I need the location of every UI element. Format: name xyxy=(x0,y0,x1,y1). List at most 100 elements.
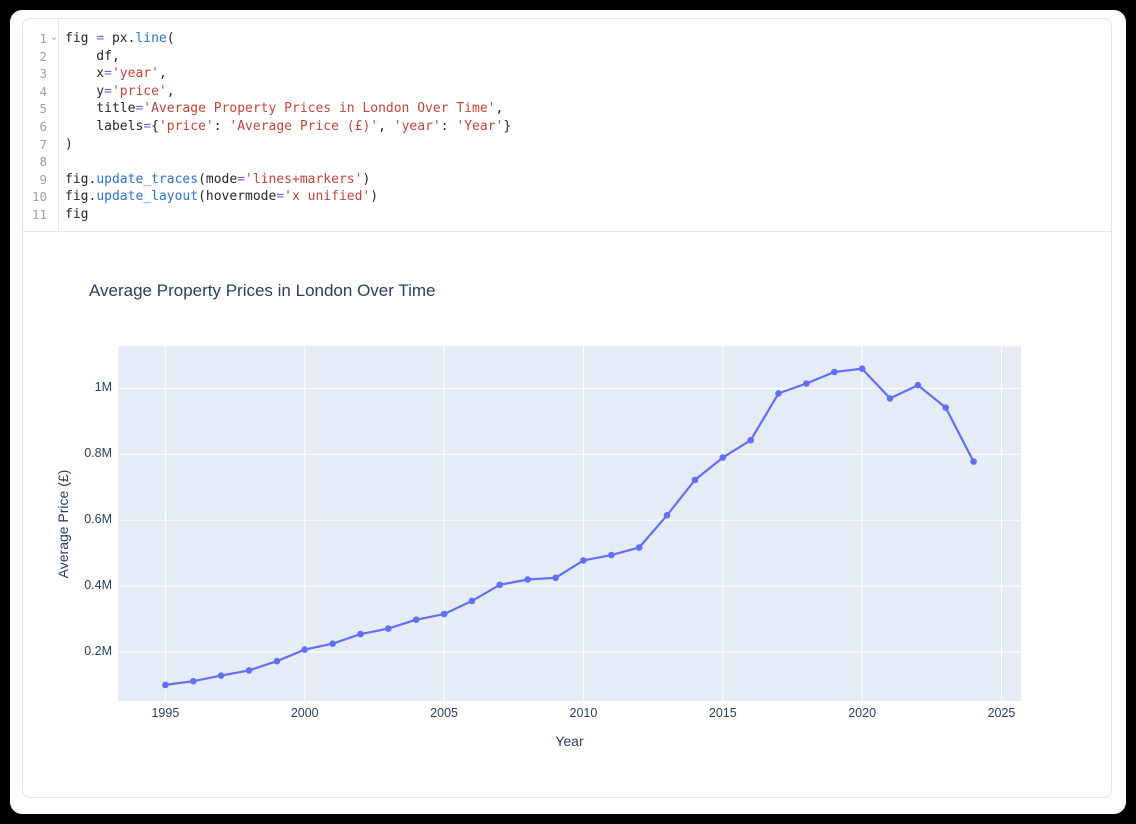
line-number: 8 xyxy=(39,154,47,170)
data-point-2011[interactable] xyxy=(608,551,615,559)
code-cell: 1 2 3 4 5 6 7 8 9 10 11 ⌄ fig = px.line( df, x='ye… xyxy=(22,18,1112,798)
data-point-2005[interactable] xyxy=(440,610,448,618)
data-point-2018[interactable] xyxy=(803,380,810,387)
code-token: = xyxy=(276,189,285,205)
code-token: = xyxy=(135,101,144,117)
code-token: line xyxy=(135,31,167,46)
x-tick-label: 2010 xyxy=(569,706,598,720)
code-line[interactable] xyxy=(65,153,1107,171)
code-line[interactable]: title='Average Property Prices in London… xyxy=(65,100,1107,118)
code-token: , xyxy=(166,83,175,99)
code-line[interactable]: fig.update_layout(hovermode='x unified') xyxy=(65,188,1107,206)
code-token: , xyxy=(495,101,504,117)
code-line[interactable]: y='price', xyxy=(65,83,1107,101)
data-point-2000[interactable] xyxy=(301,646,308,653)
data-point-2014[interactable] xyxy=(691,476,699,484)
code-token: 'lines+markers' xyxy=(245,171,363,187)
data-point-2010[interactable] xyxy=(580,557,587,564)
code-token: df, xyxy=(65,48,120,64)
data-point-2012[interactable] xyxy=(635,544,643,551)
code-token: y xyxy=(65,83,105,99)
code-token: , xyxy=(158,66,167,82)
x-tick-label: 2000 xyxy=(290,706,319,720)
y-axis-title: Average Price (£) xyxy=(55,469,71,579)
code-token: } xyxy=(503,118,512,134)
line-number: 2 xyxy=(39,48,47,64)
code-editor[interactable]: 1 2 3 4 5 6 7 8 9 10 11 ⌄ fig = px.line( df, x='ye… xyxy=(23,19,1111,232)
code-token: (mode xyxy=(198,171,238,187)
y-tick-label: 0.2M xyxy=(84,643,112,658)
code-token: 'x unified' xyxy=(284,189,371,205)
data-point-2019[interactable] xyxy=(831,368,838,376)
data-point-2007[interactable] xyxy=(496,581,504,589)
x-tick-label: 2020 xyxy=(848,706,877,720)
code-token: ) xyxy=(370,189,379,205)
data-point-2016[interactable] xyxy=(747,436,754,444)
code-token: = xyxy=(96,31,105,46)
data-point-2013[interactable] xyxy=(663,512,671,519)
data-point-2023[interactable] xyxy=(942,404,949,411)
data-point-2020[interactable] xyxy=(858,365,866,372)
notebook-page: 1 2 3 4 5 6 7 8 9 10 11 ⌄ fig = px.line( df, x='ye… xyxy=(10,10,1126,814)
data-point-2004[interactable] xyxy=(412,616,420,623)
code-token: fig. xyxy=(65,171,97,187)
code-token: update_layout xyxy=(96,189,199,205)
data-point-2002[interactable] xyxy=(357,630,364,638)
code-token: ) xyxy=(65,136,73,152)
line-number-gutter: 1 2 3 4 5 6 7 8 9 10 11 xyxy=(23,19,59,231)
code-line[interactable]: x='year', xyxy=(65,65,1107,83)
code-token: : xyxy=(440,118,457,134)
code-token: : xyxy=(213,118,230,134)
data-point-2022[interactable] xyxy=(914,381,922,389)
code-token: x xyxy=(65,66,105,82)
code-line[interactable]: fig = px.line( xyxy=(65,30,1107,48)
code-token: 'year' xyxy=(111,66,159,82)
code-token: = xyxy=(104,83,112,99)
code-token: 'price' xyxy=(111,83,167,99)
line-number: 6 xyxy=(39,118,47,134)
data-point-2021[interactable] xyxy=(886,395,894,402)
data-point-2008[interactable] xyxy=(524,576,531,583)
data-point-2001[interactable] xyxy=(329,640,336,647)
fold-chevron-icon[interactable]: ⌄ xyxy=(49,32,59,43)
code-token: 'Average Price (£)' xyxy=(229,118,379,134)
line-number: 3 xyxy=(39,66,47,82)
data-point-1997[interactable] xyxy=(217,672,225,679)
data-point-2006[interactable] xyxy=(468,597,476,605)
code-token: ( xyxy=(166,31,175,46)
x-tick-label: 2025 xyxy=(987,706,1016,720)
code-line[interactable]: labels={'price': 'Average Price (£)', 'y… xyxy=(65,118,1107,136)
chart-output: Average Property Prices in London Over T… xyxy=(23,232,1111,797)
y-tick-label: 1M xyxy=(94,380,112,395)
x-tick-label: 2005 xyxy=(430,706,458,720)
code-token: 'Year' xyxy=(456,118,504,134)
x-tick-label: 2015 xyxy=(708,706,737,720)
x-axis-title: Year xyxy=(555,733,584,749)
data-point-1998[interactable] xyxy=(245,667,253,674)
data-point-1996[interactable] xyxy=(190,677,197,685)
code-line[interactable]: df, xyxy=(65,48,1107,66)
data-point-1995[interactable] xyxy=(162,681,169,689)
code-lines[interactable]: fig = px.line( df, x='year', y='price', … xyxy=(65,30,1107,224)
code-token: 'price' xyxy=(158,118,214,134)
code-token: = xyxy=(104,66,112,82)
data-point-2024[interactable] xyxy=(970,458,977,465)
price-line xyxy=(164,367,975,686)
code-line[interactable]: fig xyxy=(65,206,1107,224)
data-point-1999[interactable] xyxy=(273,657,281,665)
code-token: , xyxy=(378,118,394,134)
data-point-2009[interactable] xyxy=(552,574,559,582)
data-point-2003[interactable] xyxy=(385,625,392,632)
code-line[interactable]: fig.update_traces(mode='lines+markers') xyxy=(65,171,1107,189)
code-token: = xyxy=(143,118,152,134)
data-point-2015[interactable] xyxy=(719,454,727,461)
code-token: 'Average Property Prices in London Over … xyxy=(143,101,496,117)
plot-area[interactable] xyxy=(118,346,1021,701)
line-number: 10 xyxy=(31,189,47,205)
line-number: 9 xyxy=(39,171,47,187)
code-line[interactable]: ) xyxy=(65,136,1107,154)
plot-background xyxy=(118,346,1021,701)
code-token: labels xyxy=(65,118,144,134)
data-point-2017[interactable] xyxy=(775,390,782,397)
chart-title: Average Property Prices in London Over T… xyxy=(89,281,436,300)
